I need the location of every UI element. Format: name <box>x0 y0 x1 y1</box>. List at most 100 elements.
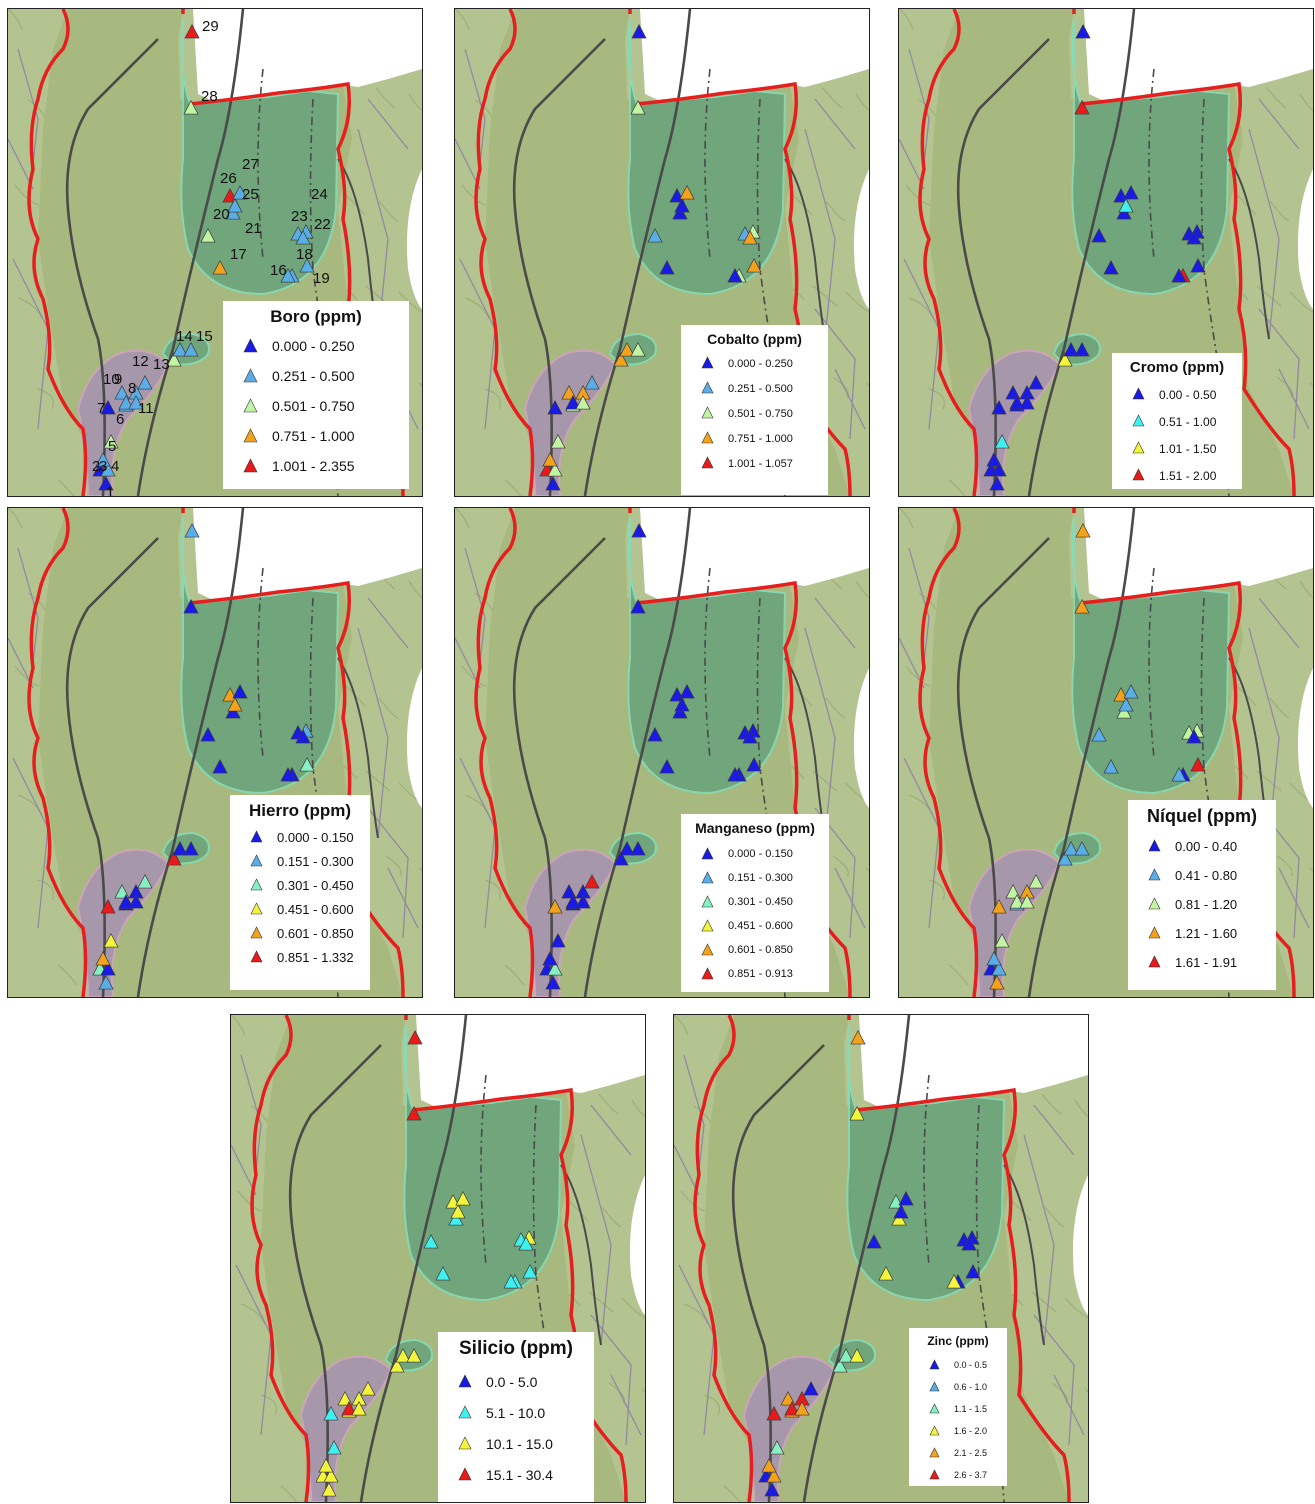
legend-symbol <box>701 356 714 369</box>
legend-item: 0.301 - 0.450 <box>689 890 821 914</box>
legend-item: 0.000 - 0.150 <box>689 842 821 866</box>
sample-marker <box>1103 260 1119 275</box>
legend-title: Cobalto (ppm) <box>707 331 802 347</box>
legend-range-label: 0.000 - 0.250 <box>728 357 793 370</box>
map-canvas <box>8 9 422 496</box>
coast-white-area <box>1072 1175 1088 1315</box>
sample-marker <box>280 268 296 283</box>
sample-marker <box>631 24 647 39</box>
sample-marker <box>395 1348 411 1363</box>
fault-lines <box>455 48 866 440</box>
map-legend: Manganeso (ppm) 0.000 - 0.150 0.151 - 0.30… <box>681 814 829 992</box>
sample-marker <box>742 729 758 744</box>
sample-marker <box>1019 395 1035 410</box>
sample-marker <box>1186 230 1202 245</box>
sample-marker <box>114 884 130 899</box>
legend-symbol <box>458 1404 472 1418</box>
map-legend: Hierro (ppm) 0.000 - 0.150 0.151 - 0.300 0.… <box>230 795 370 990</box>
sample-number-label: 4 <box>111 458 120 475</box>
sample-marker <box>647 727 663 742</box>
sample-number-label: 9 <box>114 371 123 388</box>
sample-marker <box>991 899 1007 914</box>
legend-title: Silicio (ppm) <box>459 1338 573 1359</box>
sample-number-label: 26 <box>220 170 237 187</box>
sample-marker <box>866 1234 882 1249</box>
sample-marker <box>561 385 577 400</box>
legend-range-label: 0.0 - 0.5 <box>954 1360 988 1370</box>
legend-item: 0.751 - 1.000 <box>231 421 401 451</box>
sample-marker <box>898 1191 914 1206</box>
sample-marker <box>1171 268 1187 283</box>
legend-range-label: 1.001 - 2.355 <box>272 458 355 474</box>
sample-marker <box>450 1204 466 1219</box>
sample-marker <box>232 185 248 200</box>
sample-marker <box>1009 395 1025 410</box>
sample-marker <box>406 1106 422 1121</box>
sample-number-label: 10 <box>103 371 120 388</box>
legend-range-label: 0.000 - 0.150 <box>277 829 354 845</box>
legend-item: 2.6 - 3.7 <box>917 1464 999 1486</box>
legend-item: 15.1 - 30.4 <box>446 1459 586 1490</box>
sample-marker <box>1118 697 1134 712</box>
sample-marker <box>550 933 566 948</box>
sample-marker <box>183 342 199 357</box>
sample-marker <box>946 1274 962 1289</box>
legend-range-label: 1.6 - 2.0 <box>954 1426 988 1436</box>
sample-marker <box>764 1482 780 1497</box>
basin-zone <box>180 517 340 795</box>
sea-area <box>640 508 869 600</box>
sample-marker <box>137 375 153 390</box>
legend-title: Manganeso (ppm) <box>695 820 815 836</box>
legend-title: Boro (ppm) <box>270 307 362 326</box>
legend-symbol <box>250 877 263 890</box>
sample-marker <box>98 975 114 990</box>
sample-marker <box>766 1406 782 1421</box>
sample-marker <box>337 1391 353 1406</box>
legend-item: 0.601 - 0.850 <box>238 921 362 945</box>
sample-marker <box>630 342 646 357</box>
basin-zone <box>180 18 340 296</box>
sample-number-label: 18 <box>296 246 313 263</box>
legend-range-label: 0.6 - 1.0 <box>954 1382 988 1392</box>
sample-marker <box>455 1191 471 1206</box>
legend-symbol <box>458 1373 472 1387</box>
map-panel-zinc: Zinc (ppm) 0.0 - 0.5 0.6 - 1.0 1.1 - 1.5 1.6… <box>673 1014 1089 1503</box>
sample-marker <box>114 385 130 400</box>
study-area-boundary <box>918 9 1296 496</box>
coast-white-area <box>853 668 869 808</box>
legend-item: 0.251 - 0.500 <box>689 376 820 401</box>
sample-marker <box>630 100 646 115</box>
sample-marker <box>1091 228 1107 243</box>
sample-marker <box>545 975 561 990</box>
sample-number-label: 16 <box>270 262 287 279</box>
map-legend: Cromo (ppm) 0.00 - 0.50 0.51 - 1.00 1.01 - … <box>1112 353 1242 489</box>
legend-item: 0.301 - 0.450 <box>238 873 362 897</box>
map-panel-silicio: Silicio (ppm) 0.0 - 5.0 5.1 - 10.0 10.1 - 1… <box>230 1014 646 1503</box>
sample-marker <box>679 684 695 699</box>
coast-white-area <box>1297 169 1313 309</box>
sample-marker <box>659 260 675 275</box>
legend-item: 0.751 - 1.000 <box>689 426 820 451</box>
sample-marker <box>1028 375 1044 390</box>
sample-marker <box>118 395 134 410</box>
sample-marker <box>183 841 199 856</box>
sample-marker <box>679 185 695 200</box>
sample-number-label: 27 <box>242 156 259 173</box>
sample-marker <box>575 395 591 410</box>
legend-title: Cromo (ppm) <box>1129 359 1225 376</box>
sample-marker <box>299 258 315 273</box>
sample-number-label: 21 <box>245 220 262 237</box>
sea-area <box>193 9 422 101</box>
sample-marker <box>565 395 581 410</box>
sample-marker <box>838 1348 854 1363</box>
sample-marker <box>318 1458 334 1473</box>
map-legend: Cobalto (ppm) 0.000 - 0.250 0.251 - 0.500 0… <box>681 325 828 495</box>
sample-marker <box>613 851 629 866</box>
sample-marker <box>766 1468 782 1483</box>
legend-symbol <box>929 1424 940 1435</box>
sample-number-label: 12 <box>132 353 149 370</box>
coast-white-area <box>1297 668 1313 808</box>
legend-item: 0.00 - 0.40 <box>1136 832 1268 861</box>
sample-marker <box>727 268 743 283</box>
sample-marker <box>351 1401 367 1416</box>
